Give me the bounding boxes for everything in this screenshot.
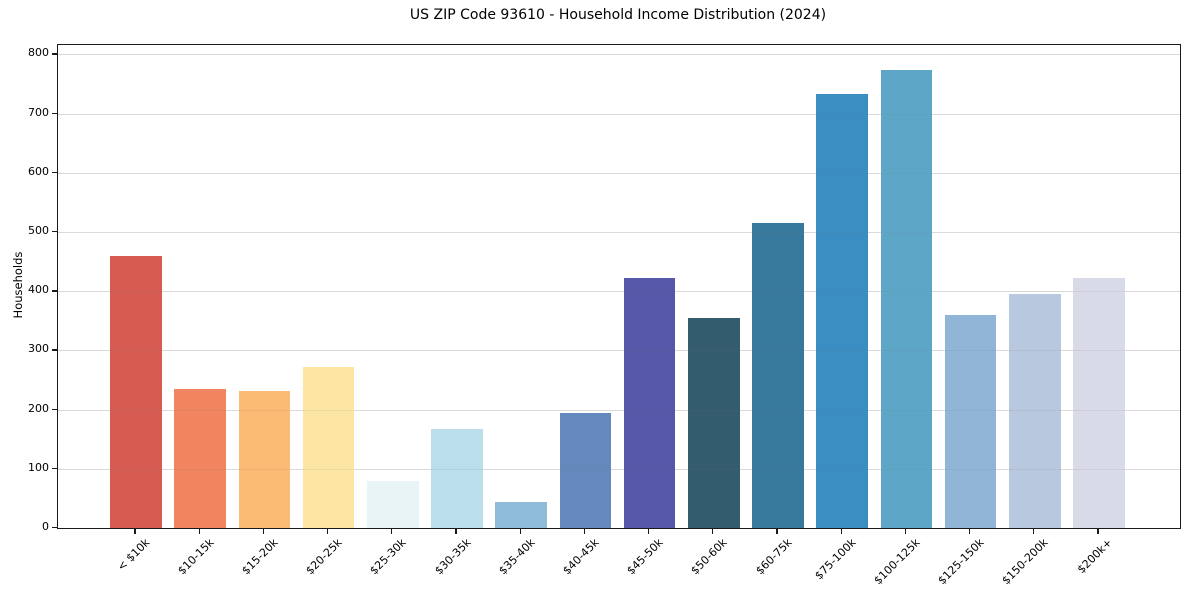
x-tick-mark	[840, 529, 842, 534]
x-tick-label: $200k+	[1075, 536, 1116, 577]
x-tick-label: $150-200k	[999, 536, 1051, 588]
bar	[688, 317, 740, 528]
x-tick-mark	[134, 529, 136, 534]
bar	[752, 222, 804, 528]
y-tick-label: 600	[28, 164, 49, 178]
bar	[110, 256, 162, 528]
x-tick-label: $15-20k	[239, 536, 281, 578]
gridline	[58, 232, 1180, 234]
y-tick-label: 800	[28, 46, 49, 60]
bar	[623, 278, 676, 528]
x-tick-label: $10-15k	[175, 536, 217, 578]
x-tick-mark	[712, 529, 714, 534]
bar	[816, 93, 868, 528]
x-tick-mark	[198, 529, 200, 534]
x-tick-mark	[326, 529, 329, 534]
x-tick-label: $35-40k	[496, 536, 538, 578]
bar	[238, 390, 291, 528]
y-tick-mark	[52, 231, 57, 233]
bar	[559, 412, 612, 528]
x-tick-mark	[262, 529, 265, 534]
x-tick-label: $25-30k	[367, 536, 409, 578]
y-tick-mark	[52, 467, 57, 470]
bar	[367, 480, 419, 528]
y-tick-mark	[52, 408, 57, 410]
bar	[302, 367, 355, 528]
chart-title: US ZIP Code 93610 - Household Income Dis…	[409, 7, 827, 23]
gridline	[58, 172, 1180, 174]
x-tick-label: $60-75k	[752, 536, 795, 578]
gridline	[58, 468, 1180, 470]
y-tick-label: 300	[28, 342, 49, 356]
x-tick-label: $40-45k	[560, 536, 602, 578]
bar	[174, 388, 226, 528]
y-tick-label: 100	[28, 460, 49, 474]
bar	[431, 428, 483, 528]
gridline	[58, 113, 1180, 115]
x-tick-label: $20-25k	[303, 536, 345, 578]
gridline	[58, 291, 1180, 293]
x-tick-mark	[391, 529, 393, 534]
y-tick-label: 700	[28, 105, 49, 119]
x-tick-mark	[647, 529, 650, 534]
bar	[495, 501, 547, 528]
x-tick-mark	[455, 529, 457, 534]
x-tick-mark	[1097, 529, 1099, 534]
x-tick-label: $30-35k	[431, 536, 474, 578]
y-tick-mark	[52, 53, 57, 55]
x-tick-label: $75-100k	[812, 536, 859, 583]
x-tick-mark	[1033, 529, 1035, 534]
gridline	[58, 409, 1180, 411]
y-tick-label: 0	[42, 520, 49, 533]
y-tick-mark	[52, 527, 57, 529]
y-tick-label: 200	[28, 401, 49, 415]
y-tick-label: 500	[28, 224, 49, 238]
x-tick-mark	[904, 529, 907, 534]
bar	[944, 314, 997, 528]
y-tick-mark	[52, 112, 57, 115]
y-tick-mark	[52, 349, 57, 351]
x-tick-label: $100-125k	[871, 536, 923, 588]
x-tick-label: $45-50k	[624, 536, 666, 578]
x-tick-label: < $10k	[114, 536, 153, 574]
bar	[1073, 277, 1125, 528]
y-tick-label: 400	[28, 283, 49, 297]
plot-area	[57, 44, 1181, 529]
x-tick-mark	[776, 529, 778, 534]
x-tick-mark	[968, 529, 971, 534]
bar	[880, 69, 933, 528]
x-tick-mark	[583, 529, 586, 534]
gridline	[58, 54, 1180, 56]
y-tick-mark	[52, 171, 57, 174]
x-tick-mark	[519, 529, 521, 534]
x-tick-label: $125-150k	[935, 536, 987, 588]
x-tick-label: $50-60k	[688, 536, 730, 578]
gridline	[58, 350, 1180, 352]
y-tick-mark	[52, 290, 57, 292]
bar	[1009, 294, 1061, 528]
